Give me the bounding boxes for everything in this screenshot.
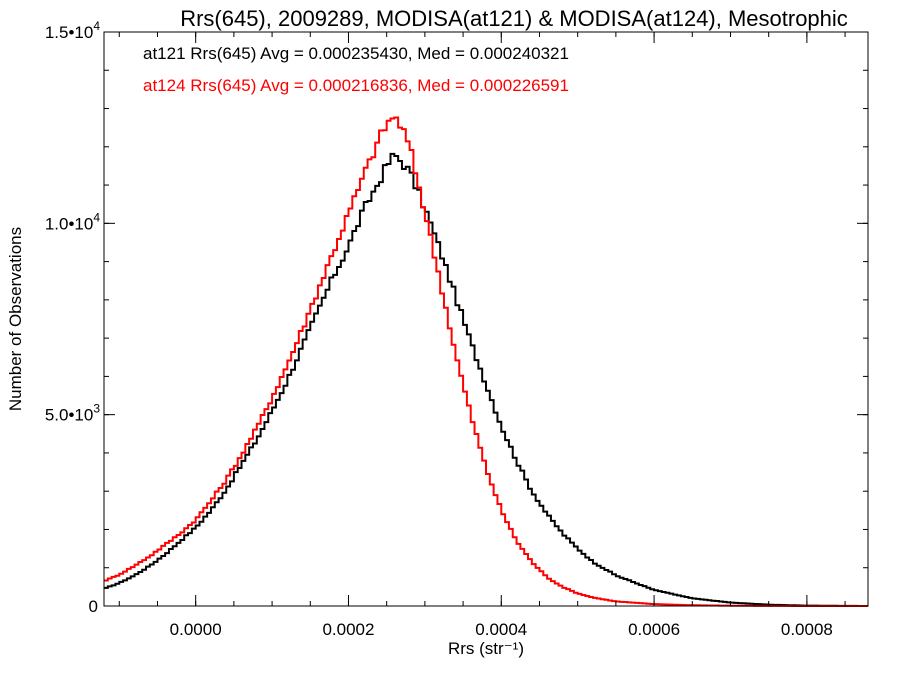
y-axis-label: Number of Observations — [6, 227, 25, 411]
chart-title: Rrs(645), 2009289, MODISA(at121) & MODIS… — [180, 6, 848, 31]
y-tick-label: 1.0•104 — [45, 210, 101, 233]
legend-entry-at121: at121 Rrs(645) Avg = 0.000235430, Med = … — [143, 44, 569, 63]
y-tick-label: 0 — [89, 597, 98, 616]
series-layer — [104, 116, 868, 607]
x-tick-label: 0.0006 — [628, 620, 680, 639]
x-axis-label: Rrs (str⁻¹) — [448, 639, 524, 658]
y-tick-label: 5.0•103 — [45, 402, 101, 425]
x-tick-label: 0.0008 — [781, 620, 833, 639]
legend-entry-at124: at124 Rrs(645) Avg = 0.000216836, Med = … — [143, 76, 569, 95]
axes-layer: 0.0000 0.0002 0.0004 0.0006 0.0008 0 5.0•103 1.… — [45, 19, 868, 639]
series-line-at124 — [104, 116, 868, 607]
x-tick-label: 0.0004 — [475, 620, 527, 639]
x-tick-label: 0.0000 — [170, 620, 222, 639]
plot-area-frame — [103, 31, 869, 607]
x-tick-label: 0.0002 — [322, 620, 374, 639]
series-line-at121 — [104, 152, 868, 607]
y-tick-label: 1.5•104 — [45, 19, 101, 42]
